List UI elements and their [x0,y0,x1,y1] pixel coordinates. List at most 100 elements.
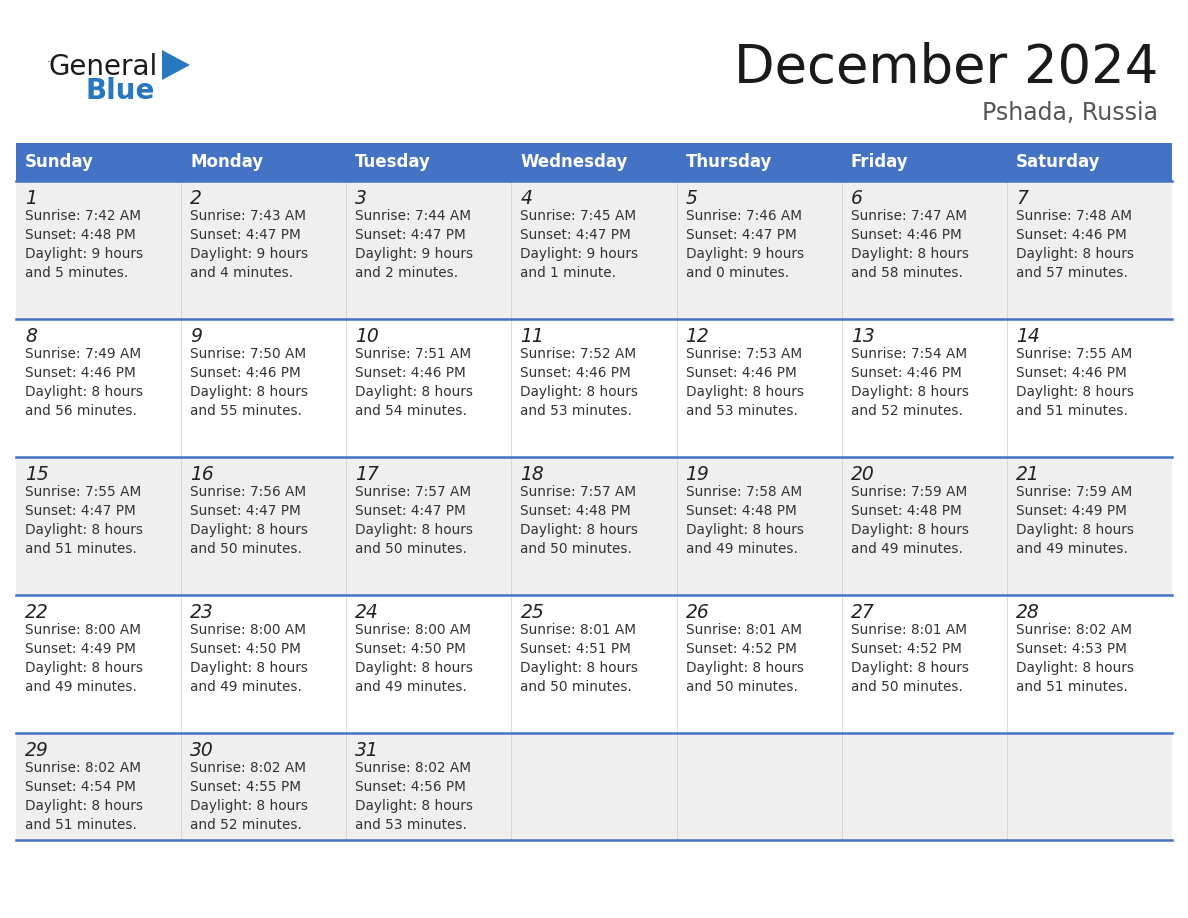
Text: Sunrise: 7:51 AM: Sunrise: 7:51 AM [355,347,472,361]
Text: Daylight: 8 hours: Daylight: 8 hours [520,661,638,675]
Text: Sunset: 4:48 PM: Sunset: 4:48 PM [685,504,796,518]
Text: 6: 6 [851,188,862,207]
Text: Friday: Friday [851,153,909,171]
Text: and 50 minutes.: and 50 minutes. [520,680,632,694]
Text: Daylight: 8 hours: Daylight: 8 hours [355,385,473,399]
Text: 2: 2 [190,188,202,207]
Text: Sunset: 4:47 PM: Sunset: 4:47 PM [355,228,466,242]
Text: Sunset: 4:46 PM: Sunset: 4:46 PM [851,366,961,380]
Text: Sunset: 4:46 PM: Sunset: 4:46 PM [685,366,796,380]
Text: Daylight: 8 hours: Daylight: 8 hours [190,523,308,537]
Text: Sunset: 4:47 PM: Sunset: 4:47 PM [520,228,631,242]
Text: 31: 31 [355,741,379,759]
Text: Sunrise: 7:48 AM: Sunrise: 7:48 AM [1016,209,1132,223]
Text: Daylight: 8 hours: Daylight: 8 hours [25,661,143,675]
Text: and 50 minutes.: and 50 minutes. [851,680,962,694]
Text: Sunset: 4:50 PM: Sunset: 4:50 PM [355,642,466,656]
Text: Daylight: 8 hours: Daylight: 8 hours [851,661,968,675]
Text: Daylight: 8 hours: Daylight: 8 hours [685,661,803,675]
Text: General: General [48,53,157,81]
Text: Sunset: 4:46 PM: Sunset: 4:46 PM [190,366,301,380]
Text: Daylight: 8 hours: Daylight: 8 hours [25,385,143,399]
Text: Daylight: 8 hours: Daylight: 8 hours [355,523,473,537]
Text: and 4 minutes.: and 4 minutes. [190,266,293,280]
Text: Sunset: 4:47 PM: Sunset: 4:47 PM [355,504,466,518]
Bar [842,143,1007,181]
Text: 30: 30 [190,741,214,759]
Text: Sunrise: 8:00 AM: Sunrise: 8:00 AM [355,623,472,637]
Text: Wednesday: Wednesday [520,153,627,171]
Text: 3: 3 [355,188,367,207]
Text: Daylight: 9 hours: Daylight: 9 hours [25,247,143,261]
Text: and 53 minutes.: and 53 minutes. [685,404,797,418]
Text: and 49 minutes.: and 49 minutes. [685,542,797,556]
Text: Sunset: 4:56 PM: Sunset: 4:56 PM [355,780,466,794]
Text: and 49 minutes.: and 49 minutes. [190,680,302,694]
Text: Thursday: Thursday [685,153,772,171]
Text: 24: 24 [355,602,379,621]
Text: and 55 minutes.: and 55 minutes. [190,404,302,418]
Text: Sunrise: 8:01 AM: Sunrise: 8:01 AM [851,623,967,637]
Text: and 58 minutes.: and 58 minutes. [851,266,962,280]
Text: Daylight: 8 hours: Daylight: 8 hours [1016,523,1133,537]
Text: and 51 minutes.: and 51 minutes. [25,542,137,556]
Text: Sunrise: 7:57 AM: Sunrise: 7:57 AM [355,485,472,499]
Text: 16: 16 [190,465,214,484]
Text: 9: 9 [190,327,202,345]
Text: Sunrise: 7:54 AM: Sunrise: 7:54 AM [851,347,967,361]
Text: and 51 minutes.: and 51 minutes. [1016,680,1127,694]
Text: Daylight: 8 hours: Daylight: 8 hours [190,799,308,813]
Text: Daylight: 8 hours: Daylight: 8 hours [1016,661,1133,675]
Text: and 51 minutes.: and 51 minutes. [1016,404,1127,418]
Text: and 56 minutes.: and 56 minutes. [25,404,137,418]
Text: 5: 5 [685,188,697,207]
Text: Sunrise: 8:02 AM: Sunrise: 8:02 AM [355,761,472,775]
Text: Daylight: 8 hours: Daylight: 8 hours [190,661,308,675]
Text: and 52 minutes.: and 52 minutes. [851,404,962,418]
Text: and 50 minutes.: and 50 minutes. [520,542,632,556]
Text: Sunset: 4:47 PM: Sunset: 4:47 PM [190,504,301,518]
Text: Sunrise: 7:55 AM: Sunrise: 7:55 AM [25,485,141,499]
Text: Sunrise: 7:47 AM: Sunrise: 7:47 AM [851,209,967,223]
Text: Daylight: 8 hours: Daylight: 8 hours [685,385,803,399]
Text: Sunset: 4:50 PM: Sunset: 4:50 PM [190,642,301,656]
Bar [181,143,346,181]
Text: Sunrise: 7:43 AM: Sunrise: 7:43 AM [190,209,307,223]
Text: 22: 22 [25,602,49,621]
Bar [15,181,1173,319]
Text: Daylight: 9 hours: Daylight: 9 hours [520,247,639,261]
Text: Daylight: 8 hours: Daylight: 8 hours [190,385,308,399]
Text: Daylight: 8 hours: Daylight: 8 hours [1016,247,1133,261]
Text: Tuesday: Tuesday [355,153,431,171]
Text: Sunrise: 8:02 AM: Sunrise: 8:02 AM [190,761,307,775]
Text: Sunrise: 7:58 AM: Sunrise: 7:58 AM [685,485,802,499]
Bar [15,457,1173,595]
Text: Sunrise: 7:44 AM: Sunrise: 7:44 AM [355,209,472,223]
Text: Daylight: 8 hours: Daylight: 8 hours [685,523,803,537]
Text: Sunrise: 8:01 AM: Sunrise: 8:01 AM [520,623,637,637]
Text: Sunday: Sunday [25,153,94,171]
Text: Sunrise: 8:00 AM: Sunrise: 8:00 AM [25,623,141,637]
Text: Sunset: 4:46 PM: Sunset: 4:46 PM [25,366,135,380]
Text: Sunrise: 8:01 AM: Sunrise: 8:01 AM [685,623,802,637]
Text: 28: 28 [1016,602,1040,621]
Text: Sunrise: 7:57 AM: Sunrise: 7:57 AM [520,485,637,499]
Text: and 54 minutes.: and 54 minutes. [355,404,467,418]
Text: and 49 minutes.: and 49 minutes. [355,680,467,694]
Text: and 57 minutes.: and 57 minutes. [1016,266,1127,280]
Text: Sunrise: 8:02 AM: Sunrise: 8:02 AM [1016,623,1132,637]
Text: and 51 minutes.: and 51 minutes. [25,818,137,832]
Text: Sunrise: 7:53 AM: Sunrise: 7:53 AM [685,347,802,361]
Text: and 53 minutes.: and 53 minutes. [355,818,467,832]
Text: and 50 minutes.: and 50 minutes. [685,680,797,694]
Text: 17: 17 [355,465,379,484]
Text: Daylight: 9 hours: Daylight: 9 hours [190,247,308,261]
Text: 27: 27 [851,602,874,621]
Text: 18: 18 [520,465,544,484]
Bar [15,143,181,181]
Text: 1: 1 [25,188,37,207]
Text: 26: 26 [685,602,709,621]
Text: Sunset: 4:52 PM: Sunset: 4:52 PM [851,642,961,656]
Text: Sunset: 4:46 PM: Sunset: 4:46 PM [1016,228,1126,242]
Text: Daylight: 8 hours: Daylight: 8 hours [851,247,968,261]
